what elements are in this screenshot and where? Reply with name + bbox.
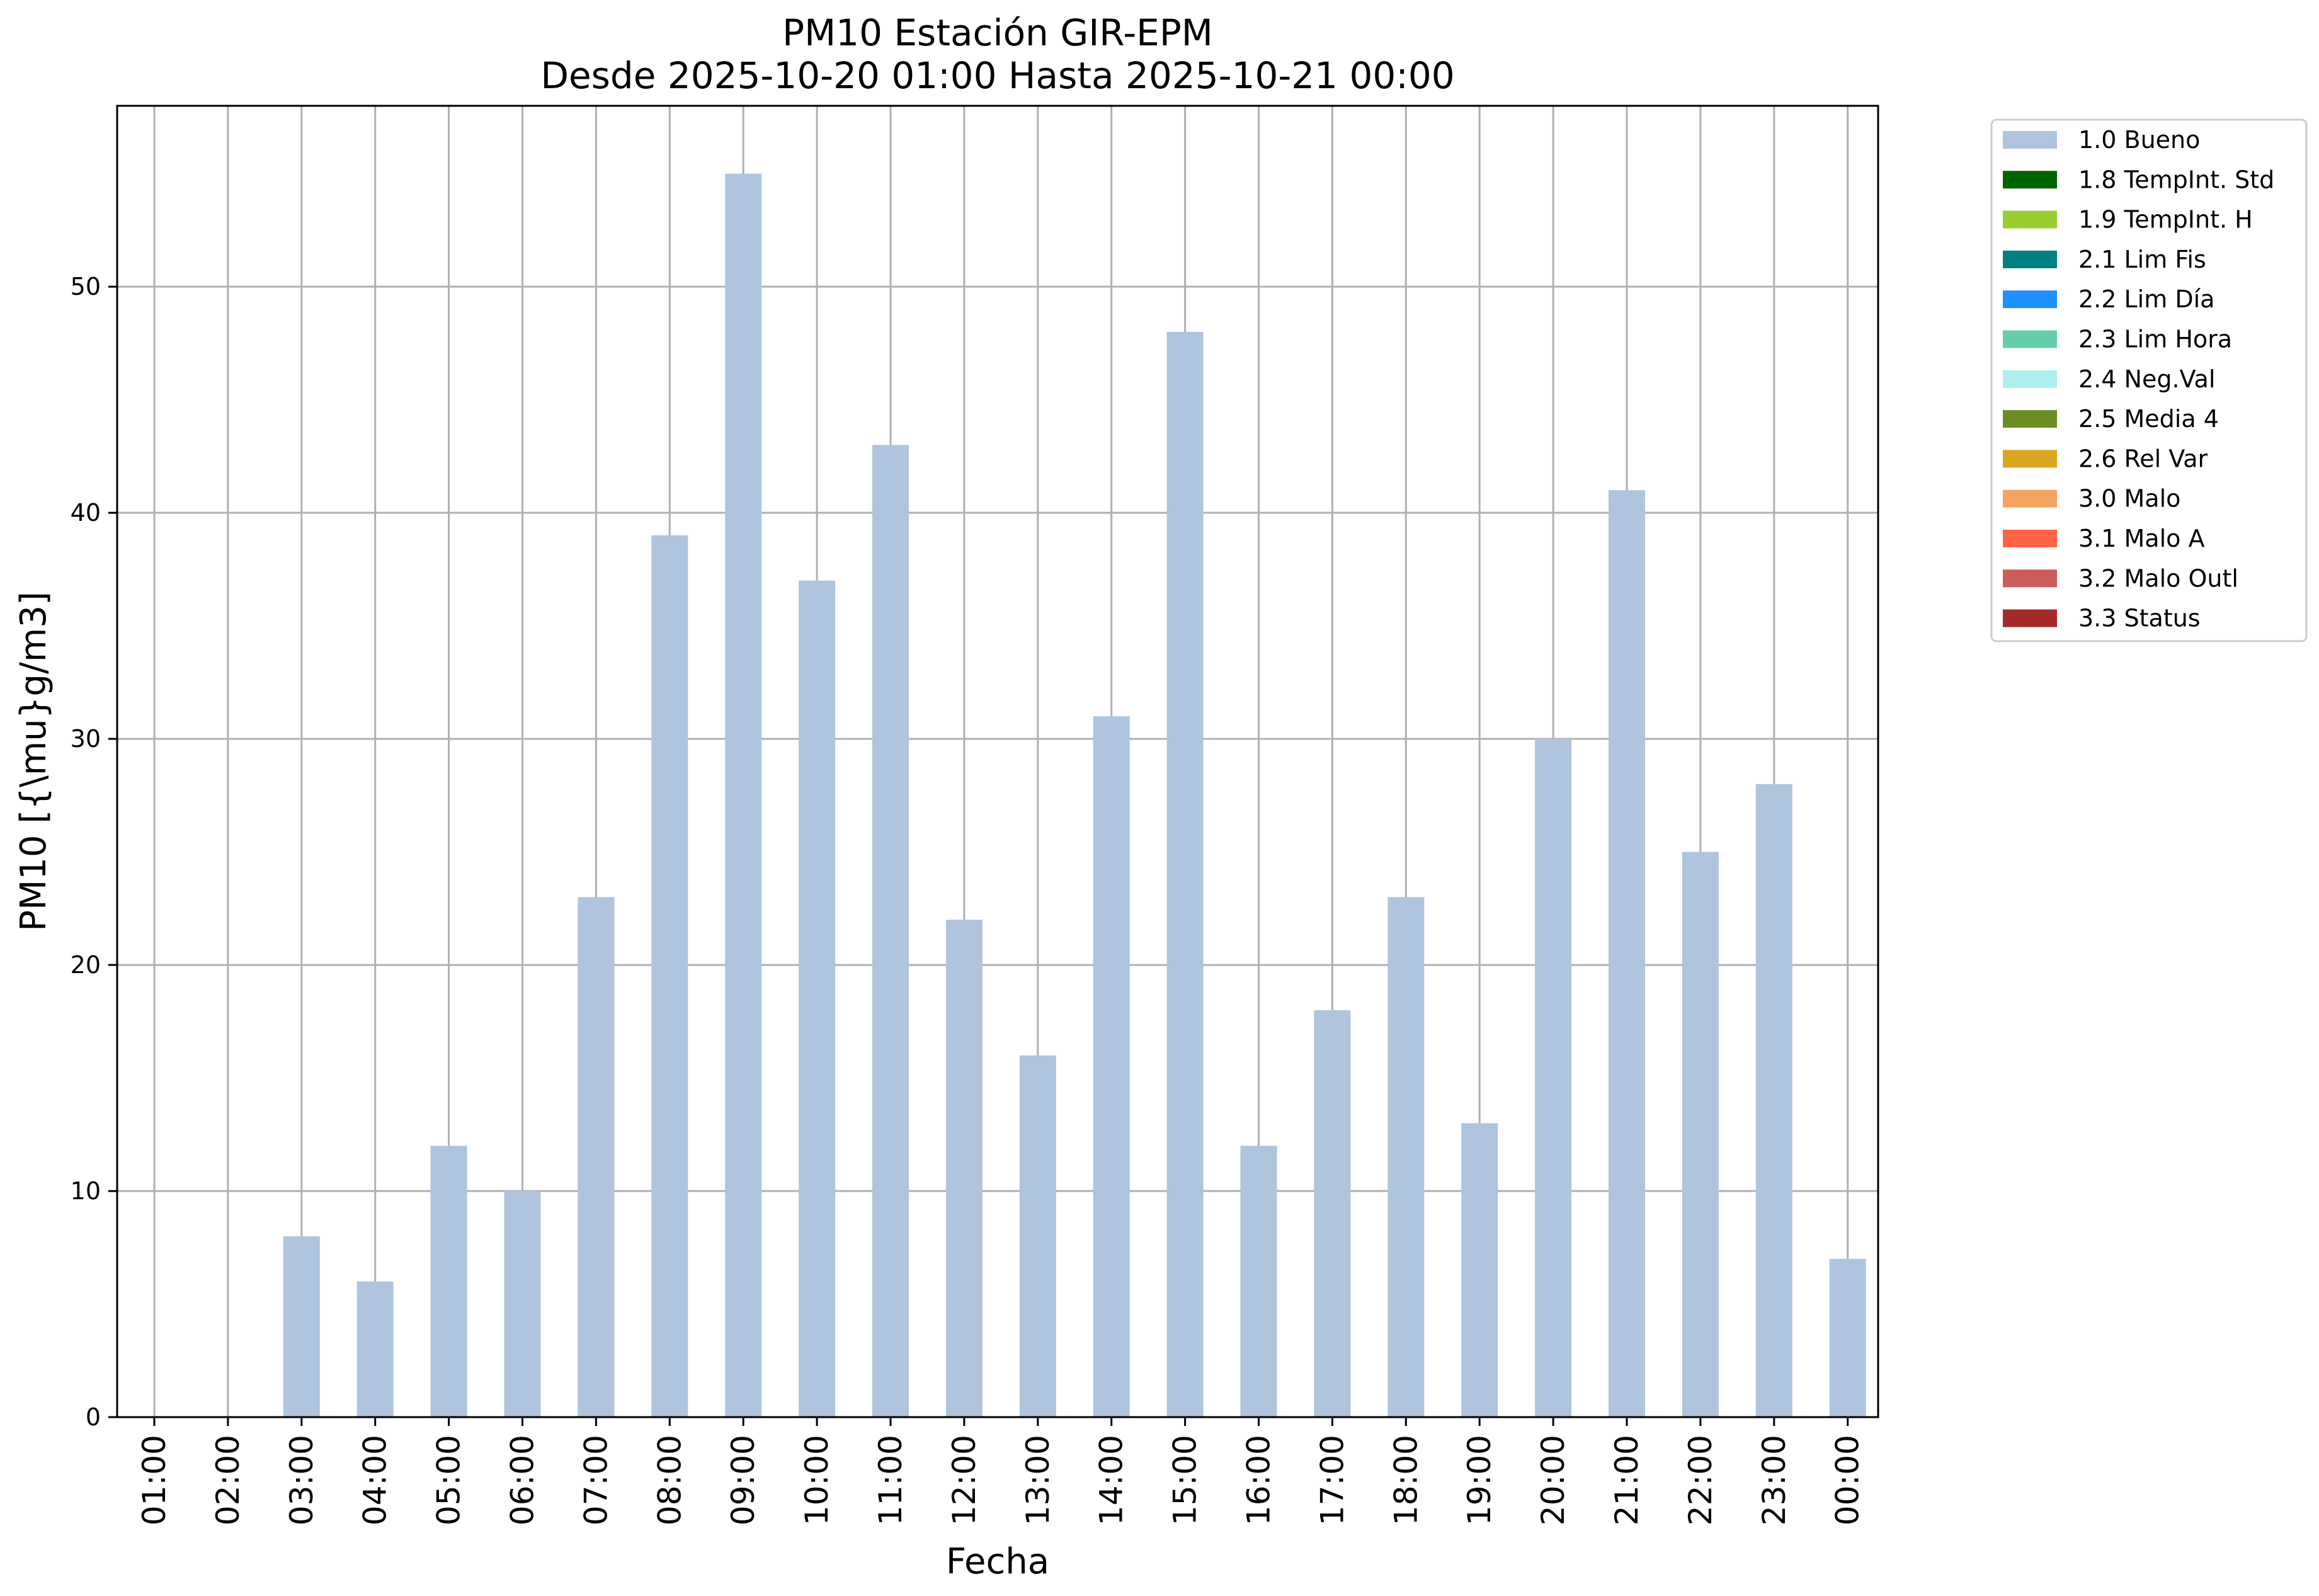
x-tick-label: 10:00 [799,1435,835,1525]
bar-1100 [872,445,909,1418]
legend-label: 1.9 TempInt. H [2078,206,2253,234]
bar-1400 [1093,716,1130,1417]
y-tick-label: 0 [86,1403,101,1431]
x-tick-label: 16:00 [1241,1435,1277,1525]
bar-1700 [1314,1010,1351,1417]
legend-swatch [2003,410,2057,428]
bar-1600 [1240,1146,1277,1417]
legend-swatch [2003,450,2057,468]
bar-0700 [578,897,615,1417]
legend-label: 2.6 Rel Var [2078,445,2208,472]
x-axis-ticks: 01:00 02:00 03:00 04:00 05:00 06:00 07:00 08:00… [136,1417,1866,1525]
x-tick-label: 00:00 [1830,1435,1866,1525]
legend-label: 2.5 Media 4 [2078,405,2219,433]
x-tick-label: 06:00 [504,1435,541,1525]
bar-2100 [1609,490,1645,1417]
bar-2000 [1535,739,1572,1417]
legend-label: 2.1 Lim Fis [2078,246,2206,273]
bar-1000 [799,580,836,1417]
x-tick-label: 04:00 [357,1435,394,1525]
y-tick-label: 30 [71,725,101,753]
legend-swatch [2003,370,2057,388]
legend-swatch [2003,569,2057,588]
x-tick-label: 07:00 [578,1435,614,1525]
bar-2200 [1682,852,1719,1417]
x-tick-label: 17:00 [1314,1435,1350,1525]
bar-1900 [1461,1123,1498,1417]
legend-label: 3.0 Malo [2078,485,2180,513]
legend-swatch [2003,171,2057,189]
y-tick-label: 40 [71,499,101,527]
legend-swatch [2003,290,2057,309]
bar-0500 [430,1146,467,1417]
legend-label: 2.2 Lim Día [2078,285,2214,313]
x-tick-label: 02:00 [210,1435,246,1525]
chart-title: PM10 Estación GIR-EPM [782,11,1213,54]
bar-1500 [1166,331,1204,1417]
x-tick-label: 05:00 [431,1435,467,1525]
plot-area-frame [116,105,1879,1418]
bar-0800 [651,535,688,1418]
x-tick-label: 23:00 [1756,1435,1792,1525]
x-axis-label: Fecha [946,1541,1049,1582]
legend: 1.0 Bueno 1.8 TempInt. Std 1.9 TempInt. H 2… [1990,118,2308,642]
bar-0600 [504,1191,541,1417]
legend-swatch [2003,210,2057,229]
y-tick-label: 10 [71,1177,101,1205]
y-axis-label: PM10 [{\mu}g/m3] [13,591,54,932]
x-tick-label: 21:00 [1609,1435,1645,1525]
x-tick-label: 12:00 [946,1435,983,1525]
legend-label: 2.4 Neg.Val [2078,365,2215,393]
bar-0000 [1829,1258,1866,1417]
y-tick-label: 50 [71,273,101,300]
legend-swatch [2003,530,2057,547]
bar-1200 [945,920,983,1417]
legend-label: 1.8 TempInt. Std [2078,166,2274,193]
x-tick-label: 15:00 [1167,1435,1204,1525]
legend-frame [1990,118,2308,642]
y-tick-label: 20 [71,951,101,979]
bar-0400 [356,1281,394,1417]
legend-swatch [2003,250,2057,268]
legend-swatch [2003,330,2057,348]
bar-2300 [1755,784,1792,1417]
legend-swatch [2003,489,2057,508]
x-tick-label: 13:00 [1020,1435,1056,1525]
x-tick-label: 20:00 [1535,1435,1571,1525]
legend-swatch [2003,131,2057,149]
x-tick-label: 19:00 [1461,1435,1498,1525]
y-axis-ticks: 0 10 20 30 40 50 [71,273,117,1431]
x-tick-label: 14:00 [1093,1435,1130,1525]
legend-label: 3.1 Malo A [2078,525,2204,552]
chart-subtitle: Desde 2025-10-20 01:00 Hasta 2025-10-21 … [540,54,1454,97]
x-tick-label: 11:00 [872,1435,909,1525]
bar-0900 [725,173,762,1417]
bar-1300 [1019,1055,1056,1417]
legend-label: 3.2 Malo Outl [2078,564,2238,592]
x-tick-label: 09:00 [725,1435,761,1525]
x-tick-label: 18:00 [1387,1435,1424,1525]
x-tick-label: 03:00 [283,1435,320,1525]
bar-0300 [283,1236,320,1417]
x-tick-label: 01:00 [136,1435,173,1525]
x-tick-label: 22:00 [1682,1435,1719,1525]
legend-label: 1.0 Bueno [2078,126,2200,154]
x-tick-label: 08:00 [651,1435,688,1525]
bars [283,173,1866,1418]
legend-label: 3.3 Status [2078,605,2201,632]
legend-label: 2.3 Lim Hora [2078,326,2232,353]
bar-1800 [1387,897,1425,1417]
legend-swatch [2003,609,2057,627]
